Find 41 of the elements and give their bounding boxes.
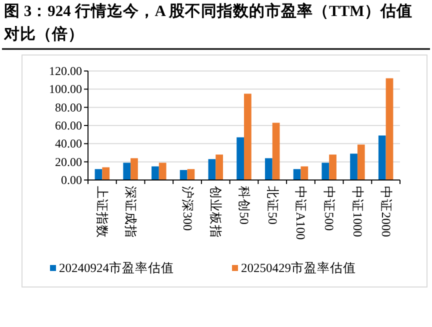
bar <box>216 154 224 180</box>
bar <box>300 166 308 180</box>
legend-label: 20250429市盈率估值 <box>241 260 356 275</box>
bar <box>378 135 386 180</box>
y-tick-label: 60.00 <box>55 118 82 132</box>
x-tick-label: 创业板指 <box>208 186 223 238</box>
legend-label: 20240924市盈率估值 <box>59 260 174 275</box>
x-tick-label: 深证成指 <box>124 186 138 238</box>
y-tick-label: 120.00 <box>49 64 82 78</box>
x-tick-label: 上证指数 <box>95 186 110 238</box>
bar <box>236 137 244 180</box>
y-tick-label: 40.00 <box>55 136 82 151</box>
x-tick-label: 沪深300 <box>180 186 196 231</box>
x-tick-label: 中证A100 <box>294 186 308 240</box>
bar <box>329 154 336 180</box>
bar <box>187 169 195 180</box>
bar <box>264 158 272 180</box>
y-tick-label: 0.00 <box>61 173 82 187</box>
y-tick-label: 80.00 <box>55 100 82 114</box>
bar <box>272 122 280 180</box>
bar <box>102 167 110 180</box>
y-tick-label: 100.00 <box>49 82 82 96</box>
x-tick-label: 中证500 <box>322 186 336 231</box>
x-tick-label: 科创50 <box>237 186 251 224</box>
bar <box>94 169 102 180</box>
bar <box>357 144 365 180</box>
bar <box>293 169 301 180</box>
bar <box>180 170 188 180</box>
bar <box>322 162 330 180</box>
bar <box>158 162 166 180</box>
x-tick-label: 北证50 <box>265 186 280 224</box>
bar <box>130 158 138 180</box>
bar <box>123 162 131 180</box>
y-tick-label: 20.00 <box>55 154 82 169</box>
bar <box>152 166 159 180</box>
x-tick-label: 中证1000 <box>350 186 364 237</box>
bar <box>350 154 358 180</box>
bar <box>208 159 216 180</box>
bar <box>244 94 252 180</box>
x-tick-label: 中证2000 <box>378 186 393 237</box>
bar <box>386 78 394 180</box>
